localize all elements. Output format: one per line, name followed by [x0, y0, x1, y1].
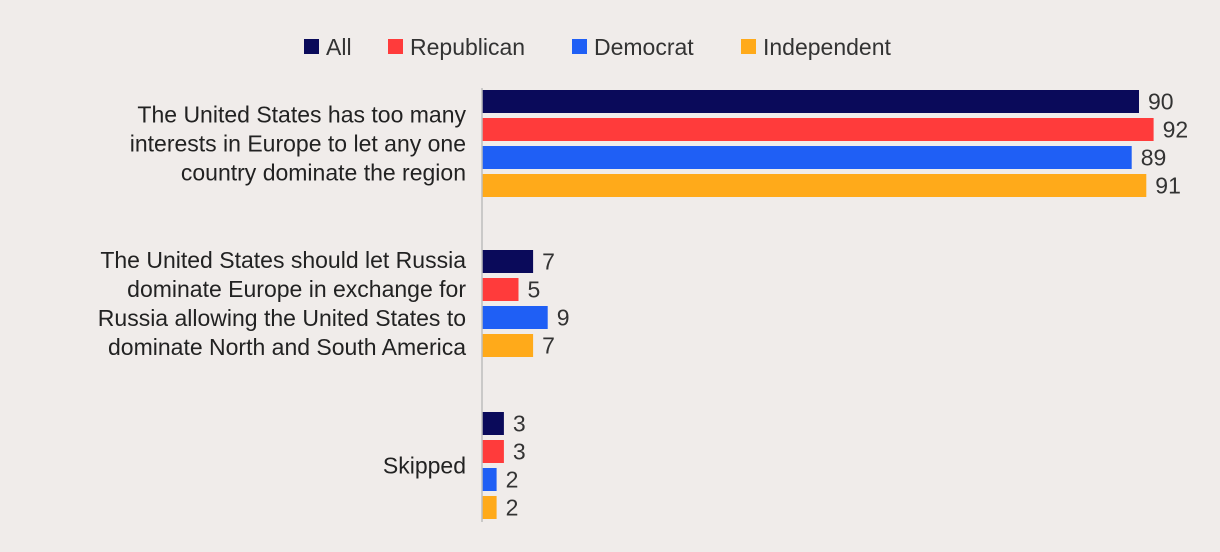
bar-republican-2	[482, 440, 504, 463]
bar-independent-2	[482, 496, 497, 519]
category-label-0-line-0: The United States has too many	[137, 102, 466, 128]
bar-all-2	[482, 412, 504, 435]
legend-label-democrat: Democrat	[594, 34, 694, 60]
value-label-all-1: 7	[542, 249, 555, 275]
legend-label-all: All	[326, 34, 352, 60]
bar-independent-0	[482, 174, 1147, 197]
value-label-independent-1: 7	[542, 333, 555, 359]
value-label-democrat-0: 89	[1141, 145, 1167, 171]
legend-label-republican: Republican	[410, 34, 525, 60]
bar-republican-1	[482, 278, 519, 301]
value-label-republican-1: 5	[528, 277, 541, 303]
legend: All Republican Democrat Independent	[304, 34, 892, 60]
legend-swatch-independent	[741, 39, 756, 54]
value-label-all-0: 90	[1148, 89, 1174, 115]
value-label-republican-2: 3	[513, 439, 526, 465]
bar-republican-0	[482, 118, 1154, 141]
legend-swatch-democrat	[572, 39, 587, 54]
value-label-republican-0: 92	[1163, 117, 1189, 143]
category-label-2-line-0: Skipped	[383, 453, 466, 479]
category-label-1-line-1: dominate Europe in exchange for	[127, 276, 466, 302]
value-label-democrat-1: 9	[557, 305, 570, 331]
category-label-0-line-1: interests in Europe to let any one	[130, 131, 466, 157]
category-label-0-line-2: country dominate the region	[181, 160, 466, 186]
bar-democrat-0	[482, 146, 1132, 169]
bar-all-0	[482, 90, 1139, 113]
value-label-independent-2: 2	[506, 495, 519, 521]
bar-democrat-1	[482, 306, 548, 329]
category-label-1-line-3: dominate North and South America	[108, 334, 466, 360]
legend-swatch-all	[304, 39, 319, 54]
category-label-1-line-2: Russia allowing the United States to	[98, 305, 466, 331]
legend-label-independent: Independent	[763, 34, 892, 60]
value-label-independent-0: 91	[1155, 173, 1181, 199]
value-label-democrat-2: 2	[506, 467, 519, 493]
category-label-1-line-0: The United States should let Russia	[100, 247, 466, 273]
legend-swatch-republican	[388, 39, 403, 54]
bar-democrat-2	[482, 468, 497, 491]
bar-independent-1	[482, 334, 534, 357]
category-labels: The United States has too many interests …	[98, 102, 467, 479]
bar-all-1	[482, 250, 534, 273]
value-label-all-2: 3	[513, 411, 526, 437]
